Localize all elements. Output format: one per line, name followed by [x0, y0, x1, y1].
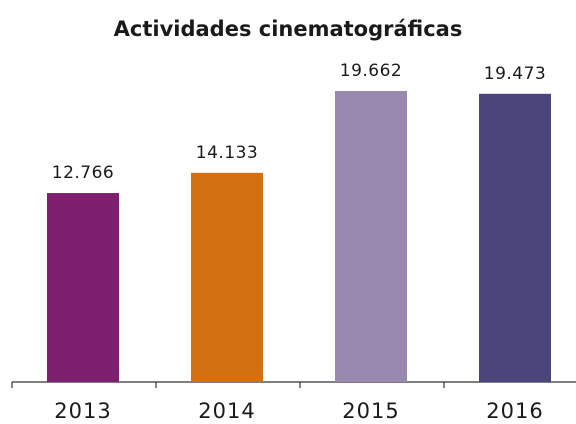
- bar: [335, 91, 407, 382]
- value-label: 12.766: [52, 163, 114, 183]
- x-tick-label: 2016: [486, 399, 543, 423]
- bar: [47, 193, 119, 382]
- bar: [479, 93, 551, 382]
- x-tick-label: 2014: [198, 399, 255, 423]
- chart-title: Actividades cinematográficas: [114, 17, 463, 41]
- value-label: 19.473: [484, 64, 546, 84]
- bar: [191, 172, 263, 382]
- x-tick-label: 2015: [342, 399, 399, 423]
- x-tick-label: 2013: [54, 399, 111, 423]
- value-label: 19.662: [340, 61, 402, 81]
- value-label: 14.133: [196, 143, 258, 163]
